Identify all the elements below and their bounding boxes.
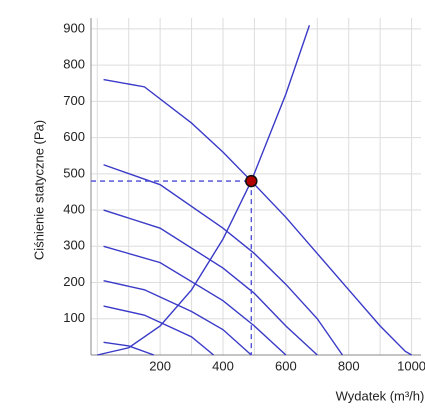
x-tick-label: 1000 bbox=[397, 358, 425, 373]
line-series bbox=[103, 209, 318, 356]
line-series bbox=[103, 245, 287, 356]
operating-point bbox=[245, 174, 258, 188]
line-series bbox=[103, 341, 155, 356]
line-series bbox=[103, 78, 412, 356]
y-tick-label: 800 bbox=[63, 57, 85, 72]
y-tick-label: 600 bbox=[63, 129, 85, 144]
y-tick-label: 900 bbox=[63, 20, 85, 35]
x-tick-label: 800 bbox=[338, 358, 360, 373]
line-series bbox=[103, 164, 344, 356]
y-tick-label: 300 bbox=[63, 238, 85, 253]
y-tick-label: 700 bbox=[63, 93, 85, 108]
x-tick-label: 400 bbox=[212, 358, 234, 373]
y-tick-label: 200 bbox=[63, 274, 85, 289]
y-tick-label: 500 bbox=[63, 165, 85, 180]
x-axis-title: Wydatek (m³/h) bbox=[336, 388, 425, 403]
x-tick-label: 200 bbox=[149, 358, 171, 373]
line-series bbox=[103, 280, 252, 356]
line-series bbox=[97, 25, 311, 356]
y-tick-label: 100 bbox=[63, 310, 85, 325]
line-series bbox=[103, 305, 215, 356]
y-tick-label: 400 bbox=[63, 201, 85, 216]
x-tick-label: 600 bbox=[275, 358, 297, 373]
y-axis-title: Ciśnienie statyczne (Pa) bbox=[31, 120, 46, 260]
